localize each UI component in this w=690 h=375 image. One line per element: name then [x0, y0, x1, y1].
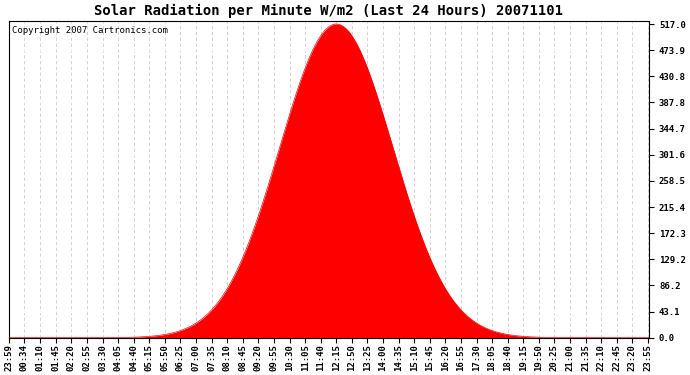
- Title: Solar Radiation per Minute W/m2 (Last 24 Hours) 20071101: Solar Radiation per Minute W/m2 (Last 24…: [95, 4, 564, 18]
- Text: Copyright 2007 Cartronics.com: Copyright 2007 Cartronics.com: [12, 26, 168, 34]
